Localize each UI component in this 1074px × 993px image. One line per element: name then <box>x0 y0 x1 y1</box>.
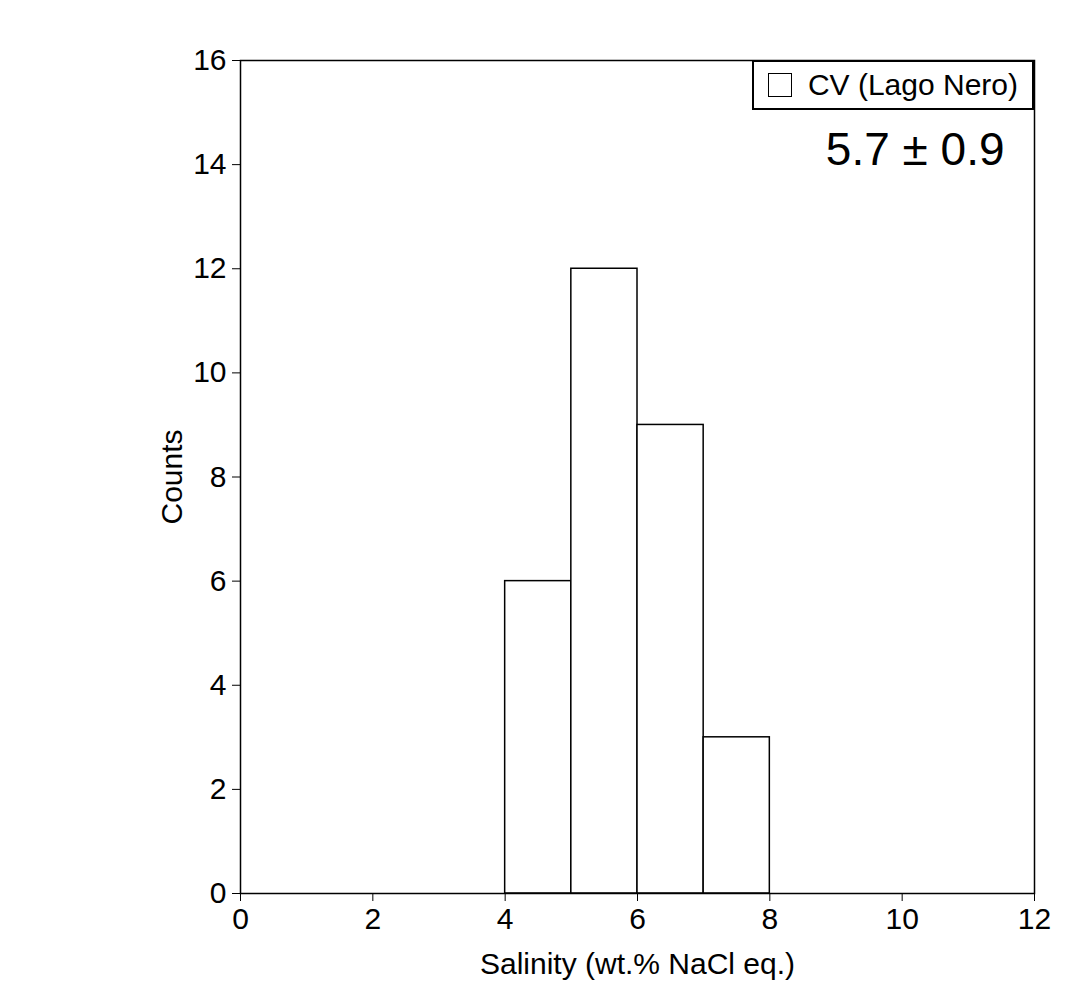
svg-text:10: 10 <box>885 902 918 935</box>
svg-text:0: 0 <box>232 902 249 935</box>
svg-text:5.7 ± 0.9: 5.7 ± 0.9 <box>826 123 1005 175</box>
svg-text:2: 2 <box>364 902 381 935</box>
svg-text:4: 4 <box>497 902 514 935</box>
svg-text:12: 12 <box>193 251 226 284</box>
svg-text:10: 10 <box>193 355 226 388</box>
svg-text:6: 6 <box>210 564 227 597</box>
svg-text:Counts: Counts <box>155 429 188 524</box>
svg-text:14: 14 <box>193 147 226 180</box>
svg-text:12: 12 <box>1018 902 1051 935</box>
svg-text:8: 8 <box>210 460 227 493</box>
svg-text:4: 4 <box>210 668 227 701</box>
svg-text:0: 0 <box>210 876 227 909</box>
svg-text:Salinity (wt.% NaCl eq.): Salinity (wt.% NaCl eq.) <box>480 947 795 980</box>
svg-text:8: 8 <box>761 902 778 935</box>
svg-text:6: 6 <box>629 902 646 935</box>
html-text:CV (Lago Nero): CV (Lago Nero) <box>807 68 1018 101</box>
svg-text:2: 2 <box>210 772 227 805</box>
svg-text:16: 16 <box>193 43 226 76</box>
